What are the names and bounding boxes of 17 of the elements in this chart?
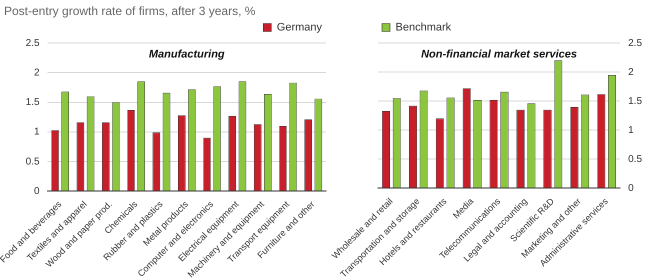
y-tick-label: 0.5 <box>628 154 642 165</box>
y-tick-label: 2 <box>628 66 634 78</box>
y-tick-label: 0 <box>628 182 634 194</box>
text: Non-financial market services <box>421 48 577 61</box>
y-tick-label: 0.5 <box>26 156 40 168</box>
y-tick-label: 1 <box>34 126 40 138</box>
y-tick-label: 0 <box>34 186 40 197</box>
y-tick-label: 1 <box>628 124 634 136</box>
y-tick-label: 2.5 <box>628 38 642 49</box>
legend-label: Benchmark <box>396 22 452 34</box>
text: Manufacturing <box>148 48 225 61</box>
y-tick-label: 2 <box>34 67 40 78</box>
y-tick-label: 1.5 <box>26 97 40 108</box>
y-tick-label: 1.5 <box>628 96 642 107</box>
chart-title: Post-entry growth rate of firms, after 3 years, % <box>4 4 256 18</box>
legend-label: Germany <box>276 22 322 34</box>
y-tick-label: 2.5 <box>26 38 40 49</box>
